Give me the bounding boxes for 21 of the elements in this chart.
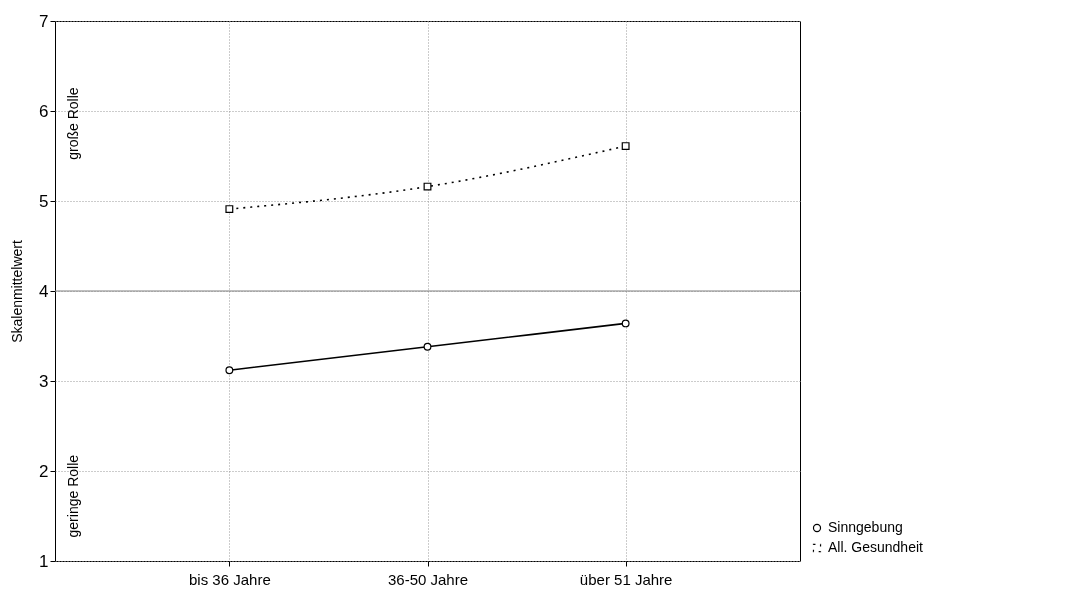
y-tick-label: 4 [39, 281, 49, 301]
point [621, 142, 630, 151]
x-tick-label: über 51 Jahre [579, 570, 673, 588]
y-tick-label: 3 [39, 371, 49, 391]
legend-label: Sinngebung [828, 519, 903, 535]
y-tick-label: 6 [39, 101, 49, 121]
x-tick-label: 36-50 Jahre [387, 570, 469, 588]
y-tick-label: 7 [39, 11, 49, 31]
y-axis-title: Skalenmittelwert [9, 240, 26, 343]
point [423, 182, 432, 191]
point [621, 319, 630, 328]
y-tick-label: 2 [39, 461, 49, 481]
point [423, 342, 432, 351]
y-tick-label: 1 [39, 551, 49, 571]
point [225, 366, 234, 375]
point [225, 205, 234, 214]
y-tick-label: 5 [39, 191, 49, 211]
legend-label: All. Gesundheit [828, 539, 924, 555]
annotation: große Rolle [65, 87, 81, 160]
x-tick-label: bis 36 Jahre [189, 570, 271, 588]
annotation: geringe Rolle [65, 454, 81, 538]
